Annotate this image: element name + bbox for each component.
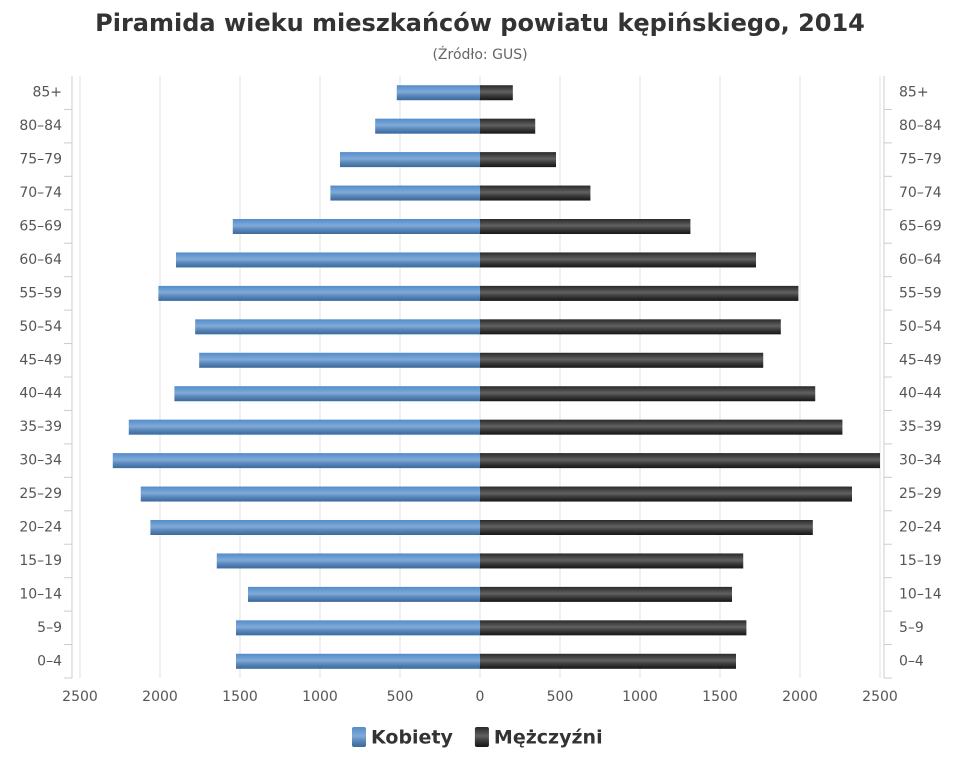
bar-shine: [232, 219, 480, 234]
bar-shine: [236, 620, 480, 636]
y-tick-label: 85+: [32, 85, 62, 101]
y-tick-label: 65–69: [899, 219, 942, 235]
bar-shine: [128, 419, 481, 435]
bar-shine: [174, 386, 480, 402]
bar-shine: [480, 620, 747, 636]
x-tick-label: 1000: [622, 689, 658, 705]
y-tick-label: 0–4: [899, 653, 924, 669]
bar-shine: [375, 118, 480, 134]
y-tick-label: 35–39: [899, 419, 942, 435]
bar-shine: [330, 185, 480, 201]
y-tick-label: 0–4: [37, 653, 62, 669]
legend-label: Mężczyźni: [494, 727, 603, 749]
bar-shine: [396, 85, 480, 101]
y-tick-label: 15–19: [19, 553, 62, 569]
x-tick-label: 0: [476, 689, 485, 705]
y-tick-label: 55–59: [19, 285, 62, 301]
y-tick-label: 10–14: [899, 586, 942, 602]
bar-shine: [176, 252, 480, 268]
bar-shine: [150, 520, 480, 535]
y-tick-label: 80–84: [899, 118, 942, 134]
x-tick-label: 2500: [862, 689, 898, 705]
bar-shine: [236, 653, 480, 669]
bar-shine: [480, 419, 843, 435]
x-tick-label: 2000: [142, 689, 178, 705]
x-tick-label: 500: [387, 689, 414, 705]
bar-shine: [112, 453, 481, 469]
y-tick-label: 70–74: [899, 185, 942, 201]
bar-shine: [480, 553, 744, 569]
y-tick-label: 30–34: [899, 453, 942, 469]
bar-shine: [340, 152, 480, 168]
y-tick-label: 5–9: [37, 620, 62, 636]
bar-shine: [480, 285, 799, 301]
legend-label: Kobiety: [371, 727, 454, 749]
x-tick-label: 2000: [782, 689, 818, 705]
bar-shine: [480, 653, 736, 669]
y-tick-label: 35–39: [19, 419, 62, 435]
bar-shine: [480, 185, 591, 201]
bar-shine: [480, 319, 781, 335]
y-tick-label: 50–54: [899, 319, 942, 335]
bar-shine: [199, 352, 480, 368]
bar-shine: [480, 486, 852, 502]
y-tick-label: 25–29: [19, 486, 62, 502]
y-tick-label: 70–74: [19, 185, 62, 201]
y-tick-label: 5–9: [899, 620, 924, 636]
legend-swatch-shine: [352, 727, 366, 747]
y-tick-label: 15–19: [899, 553, 942, 569]
y-tick-label: 60–64: [899, 252, 942, 268]
x-tick-label: 1500: [702, 689, 738, 705]
bar-shine: [480, 586, 732, 602]
y-tick-label: 65–69: [19, 219, 62, 235]
x-tick-label: 1500: [222, 689, 258, 705]
bar-shine: [480, 118, 536, 134]
y-tick-label: 80–84: [19, 118, 62, 134]
y-tick-label: 45–49: [19, 352, 62, 368]
y-tick-label: 30–34: [19, 453, 62, 469]
bar-shine: [480, 386, 816, 402]
bar-shine: [480, 252, 756, 268]
y-tick-label: 25–29: [899, 486, 942, 502]
y-tick-label: 75–79: [899, 152, 942, 168]
bar-shine: [195, 319, 480, 335]
bar-shine: [480, 219, 691, 234]
y-tick-label: 55–59: [899, 285, 942, 301]
chart-subtitle: (Źródło: GUS): [432, 45, 527, 63]
y-tick-label: 40–44: [19, 386, 62, 402]
y-tick-label: 40–44: [899, 386, 942, 402]
y-tick-label: 10–14: [19, 586, 62, 602]
bar-shine: [480, 520, 813, 535]
x-tick-label: 2500: [62, 689, 98, 705]
bar-shine: [480, 152, 556, 168]
y-tick-label: 75–79: [19, 152, 62, 168]
bar-shine: [216, 553, 481, 569]
y-tick-label: 45–49: [899, 352, 942, 368]
bar-shine: [158, 285, 480, 301]
bar-shine: [140, 486, 481, 502]
legend-swatch-shine: [474, 727, 489, 747]
x-tick-label: 1000: [302, 689, 338, 705]
y-tick-label: 85+: [899, 85, 929, 101]
y-tick-label: 20–24: [19, 520, 62, 536]
y-tick-label: 60–64: [19, 252, 62, 268]
x-tick-label: 500: [547, 689, 574, 705]
bar-shine: [480, 352, 764, 368]
bar-shine: [480, 85, 513, 101]
y-tick-label: 50–54: [19, 319, 62, 335]
bar-shine: [248, 586, 480, 602]
chart-title: Piramida wieku mieszkańców powiatu kępiń…: [95, 9, 865, 37]
bar-shine: [480, 453, 880, 469]
y-tick-label: 20–24: [899, 520, 942, 536]
